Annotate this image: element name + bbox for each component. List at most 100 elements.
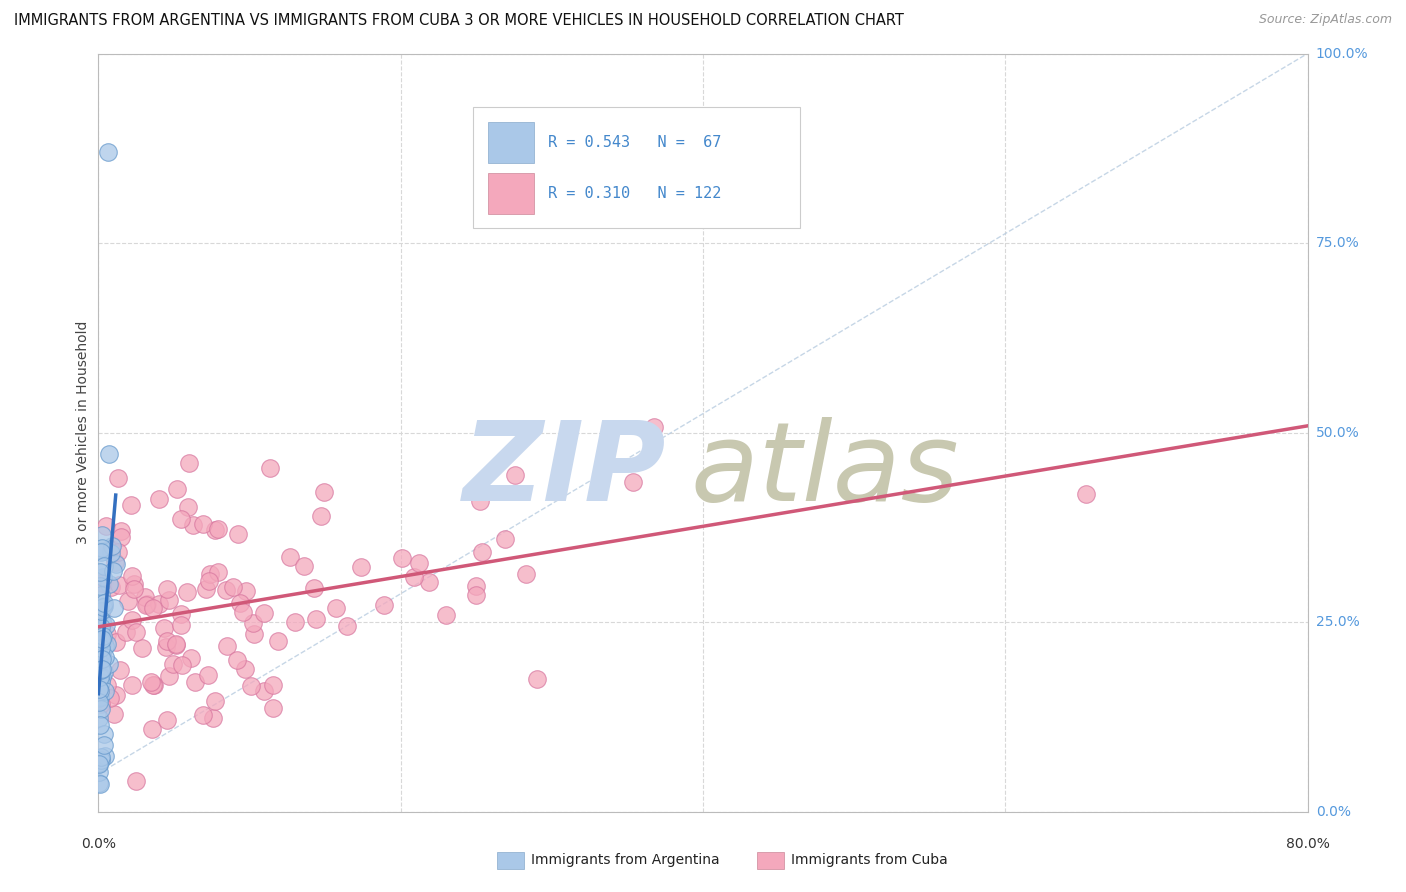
Point [222,580,245,594]
Point [235,584,257,599]
Point [96,678,118,692]
Point [120,498,142,512]
Point [325,600,347,615]
Point [157,669,180,683]
Point [90,750,112,764]
Point [90,645,112,659]
Point [191,517,214,532]
Point [240,679,263,693]
Point [121,613,143,627]
Point [259,461,281,475]
Point [278,549,301,564]
Point [110,530,132,544]
Point [201,711,224,725]
Text: Immigrants from Cuba: Immigrants from Cuba [792,854,948,867]
Point [93,738,115,752]
Point [90,629,112,643]
Point [89,637,111,651]
Point [217,640,239,654]
Point [89,683,111,698]
Point [229,596,252,610]
Point [207,522,229,536]
Point [89,702,111,716]
Point [98,447,121,461]
Bar [758,852,785,869]
Point [103,600,125,615]
Point [90,675,112,690]
Point [87,756,110,771]
Point [90,652,112,666]
Text: 25.0%: 25.0% [1316,615,1360,629]
Point [104,688,127,702]
Point [225,652,247,666]
Point [90,614,112,628]
Point [89,777,111,791]
Point [91,528,114,542]
Point [253,684,276,698]
Point [103,707,125,722]
Point [121,568,143,582]
Point [181,518,204,533]
Point [87,690,110,705]
Point [284,615,307,629]
Point [125,774,148,789]
Point [142,600,165,615]
Point [305,612,328,626]
Point [197,574,219,588]
Point [90,607,112,621]
Point [464,578,486,592]
Point [107,471,129,485]
Point [156,713,179,727]
Point [226,526,249,541]
Bar [498,852,524,869]
Point [89,607,111,621]
Point [156,582,179,596]
Point [90,646,112,660]
Point [91,544,114,558]
Point [104,558,127,572]
Point [191,708,214,723]
Text: 0.0%: 0.0% [1316,805,1351,819]
Point [87,682,110,697]
Point [262,678,284,692]
Point [179,456,201,470]
Point [526,672,548,686]
Point [471,544,494,558]
Text: 100.0%: 100.0% [1316,46,1368,61]
Point [90,633,112,648]
Point [100,546,122,560]
Text: R = 0.543   N =  67: R = 0.543 N = 67 [548,135,721,150]
Text: 50.0%: 50.0% [1316,425,1360,440]
Point [141,722,163,736]
Point [90,670,112,684]
Text: 0.0%: 0.0% [82,837,115,851]
Point [90,545,112,559]
Point [89,566,111,580]
Point [373,598,395,612]
Point [101,564,124,578]
Point [515,567,537,582]
Point [312,485,335,500]
Point [176,500,198,515]
Point [94,617,117,632]
Point [98,691,121,706]
Point [142,677,165,691]
Point [90,588,112,602]
Point [87,695,110,709]
Point [122,576,145,591]
Point [89,690,111,704]
Point [197,667,219,681]
Point [170,512,193,526]
Point [170,618,193,632]
Point [165,638,187,652]
Point [148,597,170,611]
Point [87,764,110,779]
Point [89,718,111,732]
Point [97,145,120,160]
Point [90,753,112,767]
Point [100,542,122,557]
Point [96,627,118,641]
Point [93,665,115,679]
Point [90,648,112,663]
Point [198,567,221,582]
